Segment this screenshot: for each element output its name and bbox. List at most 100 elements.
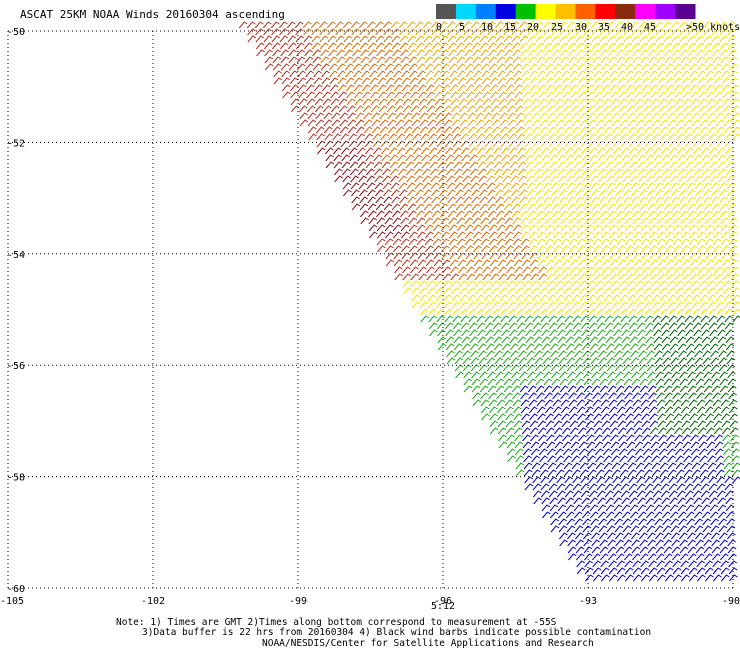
wind-barb [426, 266, 435, 274]
wind-barb [475, 301, 485, 309]
wind-barb [517, 329, 526, 337]
wind-barb [670, 350, 679, 358]
wind-barb [520, 56, 530, 64]
wind-barb [591, 203, 601, 211]
wind-barb [614, 175, 623, 183]
wind-barb [548, 490, 558, 498]
wind-barb [454, 364, 464, 372]
wind-barb [602, 273, 612, 281]
wind-barb [669, 343, 679, 351]
wind-barb [505, 77, 515, 85]
wind-barb [437, 336, 447, 344]
wind-barb [650, 273, 660, 281]
wind-barb [363, 119, 373, 127]
wind-barb [652, 315, 662, 323]
wind-barb [584, 560, 593, 568]
wind-barb [584, 210, 593, 218]
wind-barb [678, 364, 688, 372]
wind-barb [544, 406, 554, 414]
wind-barb [656, 560, 665, 568]
wind-barb [570, 448, 580, 456]
wind-barb [339, 112, 348, 120]
wind-barb [502, 357, 512, 365]
wind-barb [422, 21, 432, 29]
wind-barb [439, 196, 448, 204]
wind-barb [540, 483, 550, 491]
wind-barb [647, 385, 657, 393]
wind-barb [496, 224, 506, 232]
wind-barb [599, 371, 608, 379]
latitude-tick-label: -50 [7, 27, 25, 38]
wind-barb [531, 287, 540, 295]
wind-barb [506, 266, 515, 274]
wind-barb [676, 133, 685, 141]
wind-barb [344, 56, 354, 64]
wind-barb [731, 301, 740, 309]
wind-barb [479, 42, 489, 50]
wind-barb [571, 287, 580, 295]
wind-barb [342, 175, 351, 183]
wind-barb [602, 91, 611, 99]
wind-barb [498, 273, 508, 281]
wind-barb [689, 70, 698, 78]
wind-barb [681, 574, 690, 582]
wind-barb [671, 35, 681, 43]
wind-barb [630, 525, 640, 533]
wind-barb [375, 196, 384, 204]
wind-barb [541, 336, 551, 344]
wind-barbs [238, 21, 740, 582]
latitude-tick-label: -60 [7, 584, 25, 595]
wind-barb [574, 518, 583, 526]
wind-barb [319, 35, 329, 43]
wind-barb [708, 308, 717, 316]
wind-barb [378, 91, 387, 99]
wind-barb [624, 217, 634, 225]
wind-barb [614, 182, 624, 190]
wind-barb [583, 532, 592, 540]
wind-barb [578, 266, 587, 274]
wind-barb [441, 84, 451, 92]
wind-barb [506, 434, 515, 442]
wind-barb [336, 56, 346, 64]
wind-barb [588, 476, 597, 484]
wind-barb [472, 63, 482, 71]
wind-barb [731, 469, 740, 477]
wind-barb [624, 392, 633, 400]
wind-barb [713, 259, 723, 267]
wind-barb [297, 70, 306, 78]
wind-barb [417, 231, 426, 239]
wind-barb [463, 385, 473, 393]
wind-barb [450, 105, 460, 113]
wind-barb [527, 371, 536, 379]
wind-barb [726, 175, 735, 183]
wind-barb [559, 371, 568, 379]
wind-barb [535, 42, 545, 50]
wind-barb [494, 21, 504, 29]
wind-barb [706, 448, 716, 456]
wind-barb [505, 427, 515, 435]
wind-barb [504, 406, 514, 414]
wind-barb [467, 119, 477, 127]
wind-barb [569, 413, 578, 421]
wind-barb [429, 161, 439, 169]
wind-barb [399, 28, 408, 36]
wind-barb [486, 350, 495, 358]
wind-barb [631, 385, 641, 393]
wind-barb [515, 119, 525, 127]
wind-barb [470, 175, 479, 183]
wind-barb [553, 231, 562, 239]
wind-barb [359, 42, 369, 50]
wind-barb [471, 378, 481, 386]
wind-barb [478, 350, 487, 358]
wind-barb [355, 112, 364, 120]
wind-barb [659, 287, 668, 295]
wind-barb [700, 315, 710, 323]
wind-barb [529, 84, 539, 92]
wind-barb [651, 287, 660, 295]
wind-barb [553, 252, 563, 260]
wind-barb [676, 308, 685, 316]
wind-barb [376, 224, 386, 232]
wind-barb [645, 336, 655, 344]
wind-barb [720, 238, 730, 246]
wind-barb [679, 532, 688, 540]
